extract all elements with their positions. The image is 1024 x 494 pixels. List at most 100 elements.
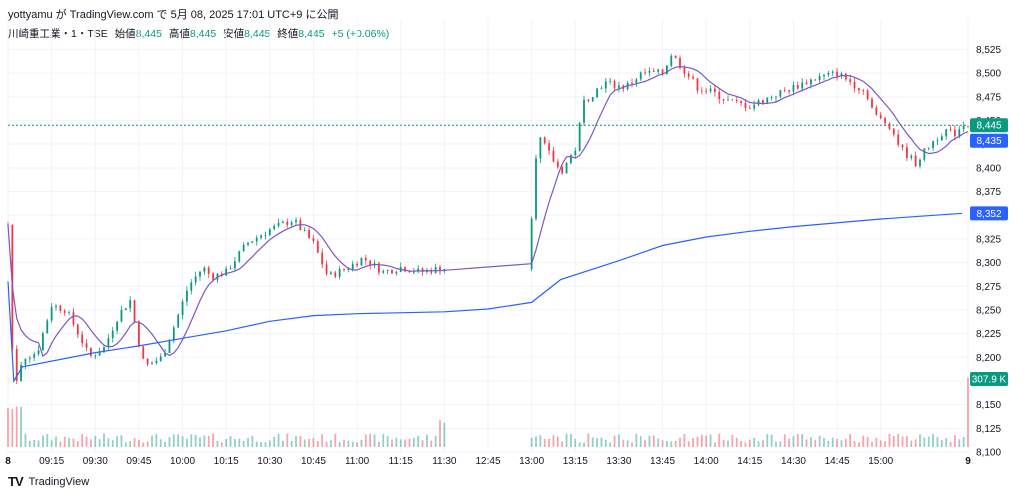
volume-bar [875,437,878,447]
x-tick-label: 14:45 [825,456,850,467]
candle-body [871,99,873,108]
candle-body [116,321,118,331]
volume-bar [556,436,559,447]
volume-bar [762,440,764,447]
volume-tag: 307.9 K [972,375,1007,386]
candle-body [810,79,812,85]
volume-bar [539,435,542,447]
volume-bar [836,438,838,447]
volume-bar [753,437,756,447]
volume-bar [408,438,411,447]
candle-body [718,91,721,100]
last-price-tag-box [970,118,1008,133]
volume-bar [255,441,258,447]
volume-bar [945,438,948,447]
volume-bar [823,437,825,447]
x-tick-label: 11:15 [389,456,414,467]
candle-body [164,352,166,357]
time-axis[interactable]: 8 09:15 09:30 09:45 10:00 10:15 10:30 10:45 11:0… [5,456,971,467]
volume-bar [570,433,572,447]
volume-bar [303,439,306,447]
candle-body [251,241,254,243]
volume-bar [46,434,49,447]
volume-bar [530,437,533,447]
candle-body [709,88,712,92]
x-tick-label: 10:30 [257,456,282,467]
candle-body [683,67,686,74]
candle-body [892,128,895,135]
volume-bar [967,377,969,447]
candle-body [967,125,969,127]
candle-body [849,79,852,82]
price-axis[interactable]: 8,1008,1258,1508,1758,2008,2258,2508,275… [976,45,1001,459]
volume-bar [107,438,110,447]
candle-body [234,261,236,269]
volume-bar [434,435,437,447]
candle-body [543,137,546,144]
x-tick-label: 13:30 [606,456,631,467]
open-value: 8,445 [135,28,162,40]
candle-body [661,69,664,75]
volume-bar [308,438,310,447]
candle-body [325,264,328,274]
volume-bar [395,437,398,447]
vwap-price-tag: 8,352 [976,209,1001,220]
volume-bar [666,440,668,447]
volume-bar [264,442,267,447]
candle-body [919,159,921,167]
volume-bar [20,406,22,447]
candle-body [858,88,860,91]
volume-bar [312,437,315,447]
low-value: 8,445 [244,28,271,40]
volume-bar [50,440,53,447]
candle-body [770,97,773,99]
candle-body [76,324,79,335]
candle-body [229,268,232,270]
volume-bar [552,435,555,447]
volume-bar [364,434,367,447]
y-tick-label: 8,525 [976,45,1001,56]
volume-bar [290,441,293,447]
volume-bar [207,436,210,447]
volume-bar [391,439,393,447]
low-label: 安値 [223,28,245,40]
volume-bar [199,437,201,447]
candle-body [369,260,372,266]
candle-body [556,161,559,168]
candle-body [796,85,799,89]
volume-bar [535,436,537,447]
open-label: 始値 [114,28,136,40]
volume-bar [103,433,105,447]
candle-body [692,76,694,79]
volume-bar [862,435,865,447]
volume-bar [7,408,9,447]
volume-bar [251,435,254,447]
volume-bar [98,439,101,447]
candle-body [172,327,175,341]
candle-body [587,99,590,102]
candle-body [901,144,904,148]
candle-body [574,150,577,156]
volume-bar [386,436,389,447]
candle-body [600,88,603,90]
volume-bar [600,437,603,447]
last-price-tag: 8,445 [976,121,1001,132]
volume-bar [583,442,585,447]
volume-bar [37,440,40,447]
volume-bar [626,440,629,447]
volume-bar [63,436,66,447]
volume-bar [33,439,36,447]
volume-bar [849,434,852,447]
volume-bar [543,439,546,447]
candle-body [356,263,358,266]
x-tick-label: 10:15 [214,456,239,467]
candle-body [906,147,908,158]
candle-body [343,268,345,270]
candle-body [225,268,228,276]
volume-bar [177,434,180,447]
candle-body [42,333,44,351]
candle-body [596,88,598,98]
volume-bar [652,435,655,447]
candle-body [949,129,952,131]
